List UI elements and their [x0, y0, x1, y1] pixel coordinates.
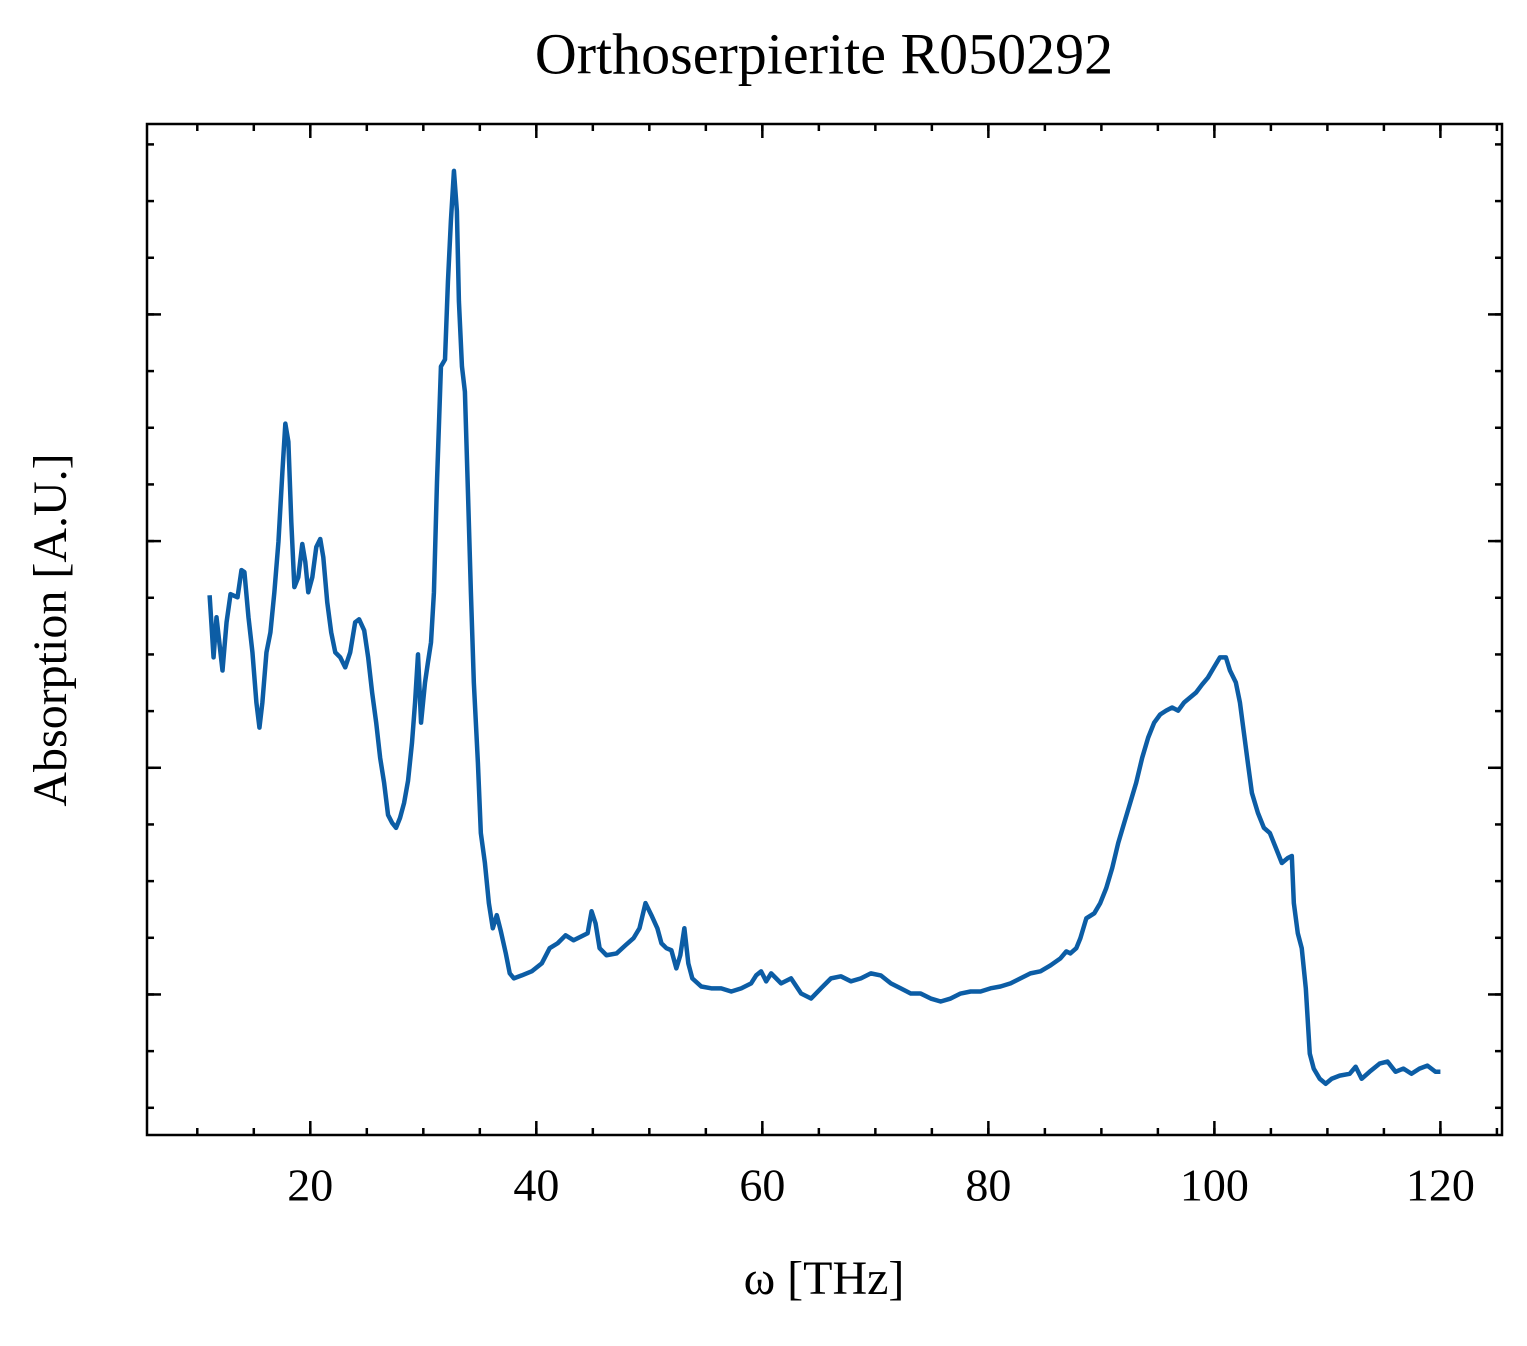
- plot-frame: [145, 122, 1504, 1137]
- x-tick-label: 120: [1406, 1160, 1475, 1211]
- x-tick-label: 40: [513, 1160, 559, 1211]
- y-axis-label: Absorption [A.U.]: [24, 453, 77, 806]
- x-tick-label: 80: [965, 1160, 1011, 1211]
- data-line: [207, 168, 1441, 1087]
- chart-title: Orthoserpierite R050292: [535, 21, 1113, 86]
- x-axis-label: ω [THz]: [744, 1252, 905, 1305]
- x-tick-label: 20: [287, 1160, 333, 1211]
- x-tick-label: 100: [1180, 1160, 1249, 1211]
- x-tick-label: 60: [739, 1160, 785, 1211]
